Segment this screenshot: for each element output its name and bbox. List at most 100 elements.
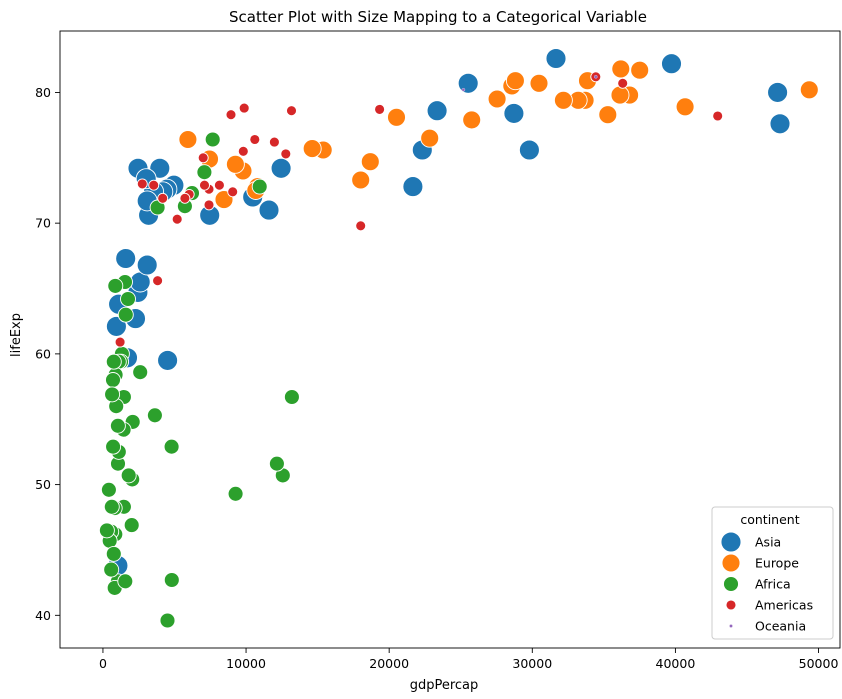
data-point (171, 213, 183, 225)
x-tick-label: 40000 (656, 656, 696, 671)
data-point (360, 152, 380, 172)
data-point (157, 349, 179, 371)
series-asia (105, 48, 791, 577)
data-point (799, 80, 819, 100)
legend-item-americas: Americas (755, 598, 813, 613)
legend-item-europe: Europe (755, 556, 799, 571)
data-point (268, 136, 280, 148)
data-point (457, 72, 479, 94)
data-point (103, 561, 120, 578)
legend-marker (729, 624, 733, 628)
data-point (461, 88, 466, 92)
legend-marker (723, 576, 739, 592)
data-point (462, 110, 482, 130)
data-point (374, 103, 386, 115)
data-point (123, 517, 140, 534)
data-point (283, 389, 300, 405)
data-point (115, 248, 137, 269)
data-point (196, 164, 213, 181)
data-point (270, 157, 292, 179)
legend-item-africa: Africa (755, 577, 791, 592)
x-tick-label: 10000 (226, 656, 266, 671)
x-tick-label: 50000 (799, 656, 839, 671)
data-point (157, 192, 169, 204)
data-point (148, 179, 160, 191)
plot-area (59, 30, 841, 649)
data-point (426, 100, 448, 122)
data-point (163, 438, 180, 455)
legend-box (711, 506, 834, 640)
data-point (225, 154, 245, 174)
series-americas (114, 71, 724, 348)
y-tick-label: 70 (35, 216, 51, 231)
y-tick-label: 60 (35, 346, 51, 361)
data-point (114, 336, 126, 348)
data-point (402, 176, 424, 198)
y-axis-label: lifeExp (9, 313, 24, 357)
data-point (117, 306, 134, 323)
data-point (100, 481, 117, 498)
legend-title: continent (740, 512, 799, 527)
legend-marker (721, 553, 741, 573)
data-point (237, 145, 249, 157)
data-point (227, 485, 244, 502)
data-point (120, 291, 136, 307)
data-point (351, 170, 371, 190)
data-point (152, 275, 164, 287)
data-point (503, 102, 525, 124)
legend-marker (720, 531, 742, 553)
y-tick-label: 50 (35, 477, 51, 492)
data-point (675, 97, 695, 117)
data-point (251, 178, 268, 195)
data-point (213, 179, 225, 191)
data-point (163, 572, 180, 588)
series-oceania (461, 75, 598, 92)
y-tick-label: 40 (35, 608, 51, 623)
data-point (249, 134, 261, 145)
data-point (258, 199, 280, 221)
series-europe (178, 59, 819, 210)
data-point (238, 102, 250, 114)
data-point (105, 438, 122, 455)
x-tick-label: 20000 (369, 656, 409, 671)
data-point (107, 277, 124, 294)
data-point (529, 73, 549, 93)
points-layer (98, 48, 819, 629)
data-point (598, 105, 618, 125)
data-point (518, 139, 540, 161)
data-point (159, 612, 176, 629)
data-point (545, 48, 567, 69)
data-point (487, 89, 507, 109)
data-point (104, 386, 121, 403)
data-point (268, 455, 285, 472)
data-point (387, 107, 406, 127)
y-tick-label: 80 (35, 85, 51, 100)
data-point (203, 199, 215, 211)
data-point (105, 315, 127, 337)
data-point (769, 113, 791, 135)
data-point (553, 90, 573, 110)
data-point (146, 407, 163, 424)
data-point (505, 71, 525, 91)
data-point (630, 60, 650, 80)
legend-item-asia: Asia (755, 535, 781, 550)
data-point (280, 148, 292, 160)
data-point (594, 75, 598, 79)
data-point (105, 545, 122, 562)
data-point (117, 573, 134, 590)
x-tick-label: 0 (99, 656, 107, 671)
data-point (109, 417, 126, 434)
x-axis-label: gdpPercap (410, 678, 479, 693)
legend-item-oceania: Oceania (755, 619, 806, 634)
data-point (136, 178, 148, 190)
data-point (611, 59, 631, 79)
data-point (132, 364, 149, 381)
data-point (661, 53, 682, 75)
x-axis: 0 10000 20000 30000 40000 50000 (99, 648, 839, 671)
data-point (179, 192, 191, 204)
data-point (103, 498, 120, 515)
data-point (355, 220, 367, 232)
data-point (617, 77, 629, 89)
data-point (767, 81, 789, 103)
